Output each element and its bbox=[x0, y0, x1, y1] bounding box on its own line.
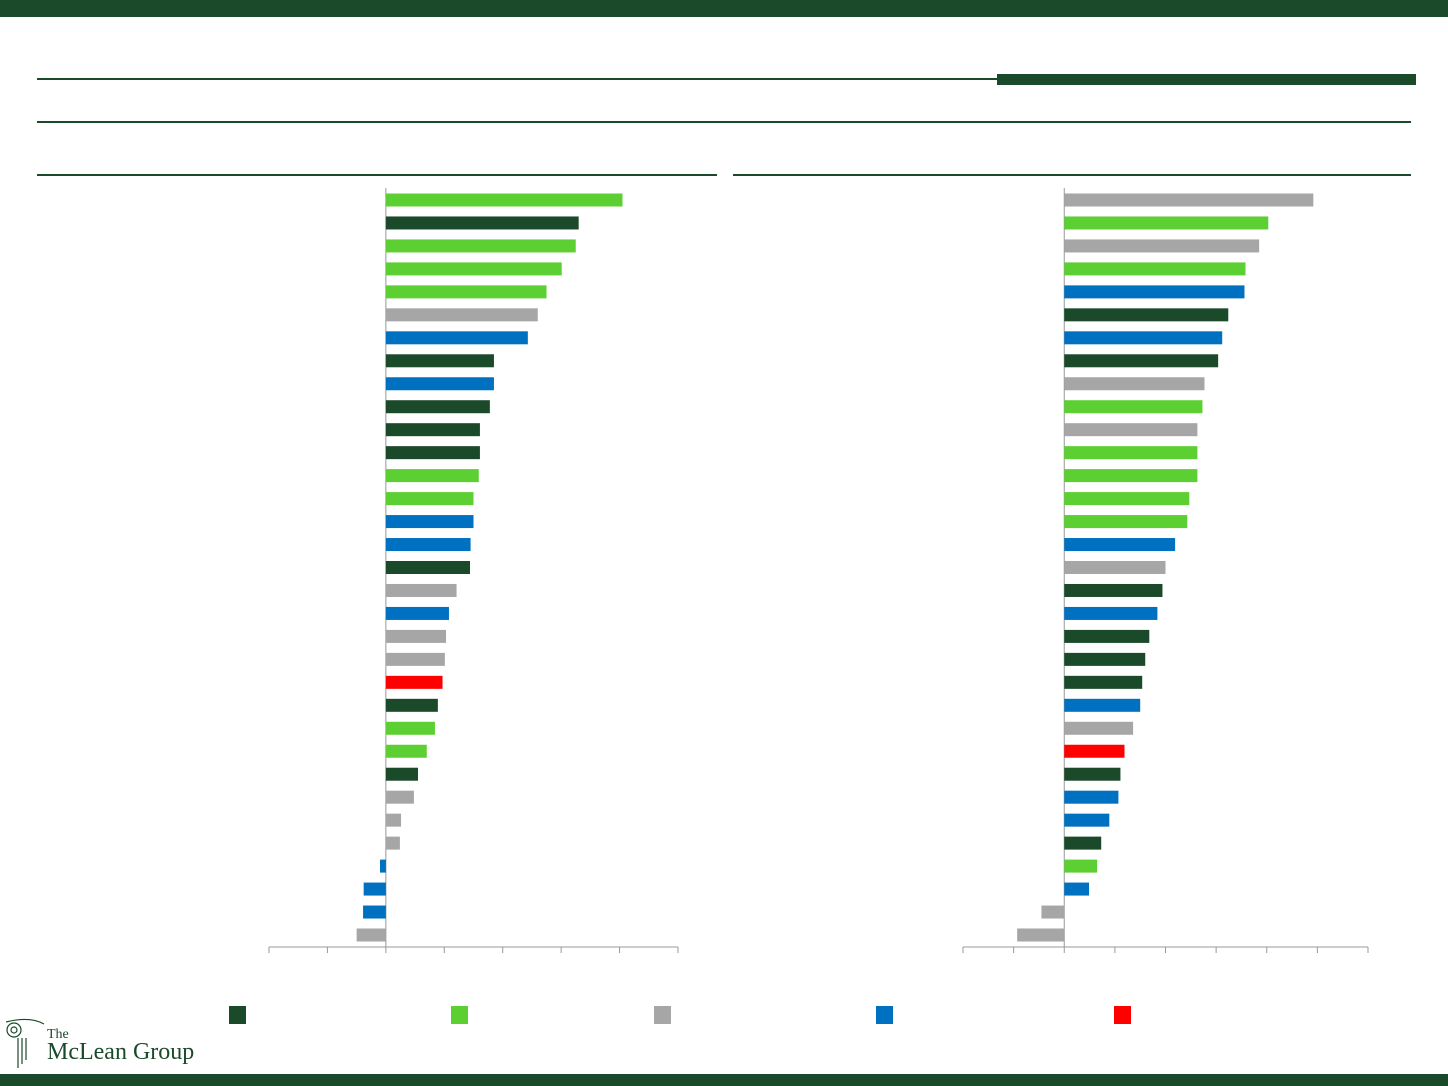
bar bbox=[385, 721, 435, 735]
bar bbox=[1064, 354, 1219, 368]
bar bbox=[385, 377, 494, 391]
bar bbox=[385, 262, 562, 276]
bar bbox=[1064, 836, 1102, 850]
bar bbox=[1064, 561, 1166, 574]
bar bbox=[385, 239, 576, 253]
bar bbox=[385, 629, 447, 643]
bar bbox=[385, 354, 494, 368]
logo-name: McLean Group bbox=[47, 1039, 194, 1065]
bar bbox=[1064, 492, 1190, 506]
bar bbox=[1041, 905, 1065, 919]
bar bbox=[385, 193, 623, 207]
bar bbox=[385, 492, 474, 506]
bar bbox=[1064, 882, 1090, 896]
bar bbox=[1064, 423, 1198, 437]
bar bbox=[1064, 767, 1121, 781]
bar bbox=[1064, 239, 1260, 253]
bar bbox=[385, 446, 480, 460]
bottom-band bbox=[0, 1074, 1448, 1086]
bar bbox=[1064, 262, 1246, 276]
bar bbox=[1064, 400, 1203, 414]
legend-swatch bbox=[229, 1006, 246, 1024]
header-accent bbox=[997, 74, 1416, 85]
bar bbox=[363, 905, 386, 919]
bar bbox=[1064, 515, 1188, 529]
bar bbox=[1064, 629, 1150, 643]
bar bbox=[385, 400, 490, 414]
bar bbox=[385, 216, 579, 230]
bar bbox=[385, 675, 443, 689]
bar bbox=[385, 423, 480, 437]
bar bbox=[385, 515, 474, 529]
bar bbox=[1064, 721, 1134, 735]
bar bbox=[1064, 331, 1223, 345]
bar bbox=[385, 836, 400, 850]
bar bbox=[385, 767, 418, 781]
bar bbox=[385, 561, 470, 574]
bar bbox=[385, 538, 471, 552]
bar bbox=[1017, 928, 1065, 942]
bar bbox=[1064, 469, 1198, 483]
bar bbox=[1064, 813, 1110, 827]
bar bbox=[1064, 308, 1229, 322]
bar bbox=[385, 652, 445, 666]
bar bbox=[1064, 285, 1245, 299]
bar bbox=[1064, 744, 1125, 758]
bar bbox=[385, 331, 528, 345]
bar bbox=[1064, 698, 1141, 712]
bar bbox=[1064, 377, 1205, 391]
bar bbox=[385, 790, 414, 804]
legend-swatch bbox=[876, 1006, 893, 1024]
bar bbox=[385, 285, 547, 299]
bar bbox=[1064, 216, 1269, 230]
bar bbox=[380, 859, 386, 873]
bar bbox=[385, 469, 479, 483]
bar bbox=[385, 583, 457, 597]
bar bbox=[356, 928, 386, 942]
bar bbox=[385, 698, 438, 712]
bar bbox=[385, 308, 538, 322]
bar bbox=[385, 744, 427, 758]
bar bbox=[1064, 790, 1119, 804]
top-band bbox=[0, 0, 1448, 17]
legend-swatch bbox=[451, 1006, 468, 1024]
bar bbox=[1064, 675, 1143, 689]
bar bbox=[1064, 446, 1198, 460]
bar bbox=[1064, 583, 1163, 597]
bar bbox=[1064, 538, 1176, 552]
logo-small: The bbox=[47, 1027, 69, 1042]
bar bbox=[385, 606, 449, 620]
bar bbox=[1064, 859, 1098, 873]
bar bbox=[385, 813, 402, 827]
bar bbox=[1064, 652, 1146, 666]
bar bbox=[1064, 606, 1158, 620]
bar bbox=[363, 882, 386, 896]
legend-swatch bbox=[1114, 1006, 1131, 1024]
legend-swatch bbox=[654, 1006, 671, 1024]
logo bbox=[5, 1018, 45, 1068]
bar bbox=[1064, 193, 1314, 207]
